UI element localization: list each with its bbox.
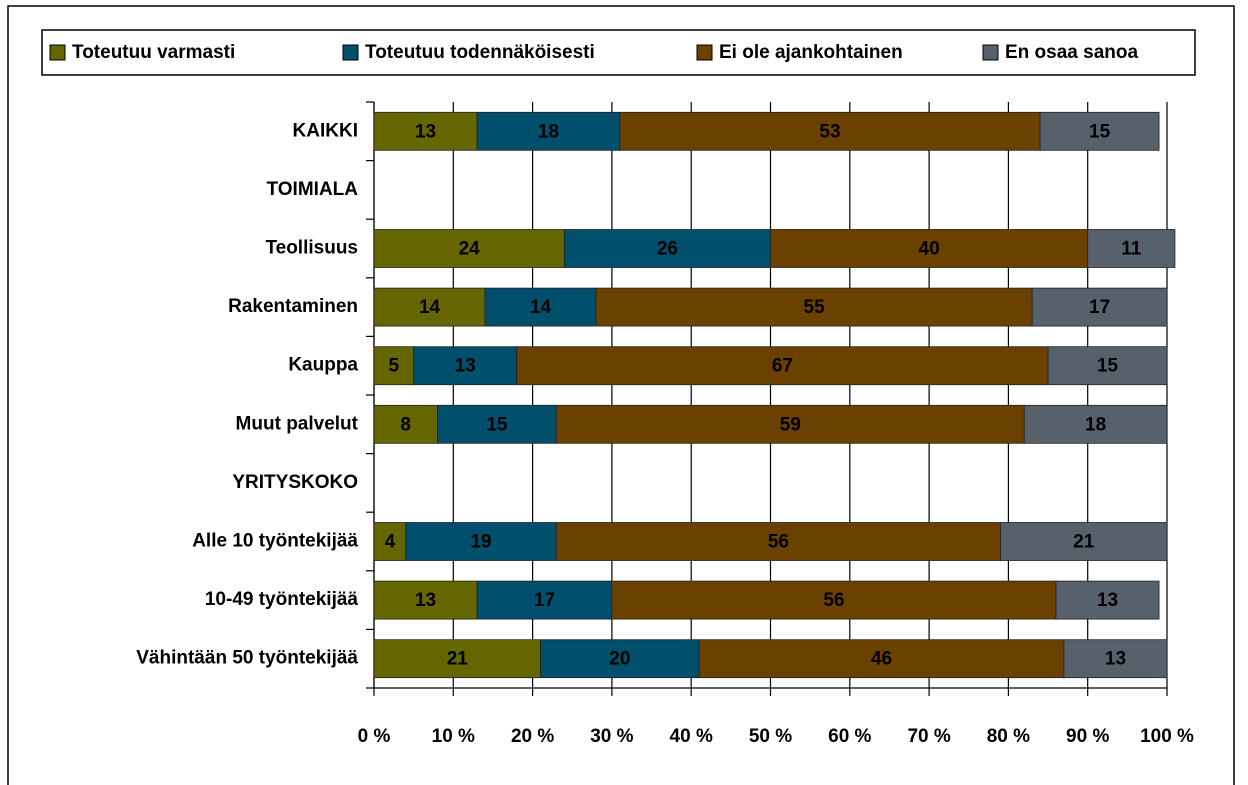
data-label: 8 (400, 414, 411, 435)
bar-segment (437, 404, 557, 444)
data-label: 5 (389, 356, 400, 377)
data-label: 67 (772, 356, 793, 377)
data-label: 17 (1089, 297, 1110, 318)
bar-segment (484, 287, 597, 327)
bar-segment (516, 346, 1049, 386)
x-tick-label: 10 % (432, 726, 475, 747)
y-tick-label: 10-49 työntekijää (205, 589, 359, 610)
data-label: 13 (415, 590, 436, 611)
legend-label: Ei ole ajankohtainen (719, 42, 903, 63)
x-tick-label: 70 % (907, 726, 950, 747)
bar-segment (1087, 229, 1176, 268)
data-label: 24 (459, 239, 481, 260)
data-label: 40 (919, 239, 940, 260)
bar-segment (1047, 346, 1168, 386)
y-tick-label: Teollisuus (265, 238, 358, 259)
legend-swatch (49, 44, 66, 61)
y-tick-label: Vähintään 50 työntekijää (136, 648, 358, 669)
bar-segment (373, 522, 407, 561)
x-tick-label: 60 % (828, 726, 871, 747)
data-label: 4 (385, 532, 396, 553)
y-tick-label: Muut palvelut (236, 413, 359, 434)
data-label: 56 (768, 532, 789, 553)
legend-label: Toteutuu varmasti (72, 42, 235, 63)
x-tick-label: 90 % (1066, 726, 1109, 747)
bar-segment (555, 404, 1025, 444)
y-tick-label: YRITYSKOKO (232, 472, 358, 493)
bar-segment (373, 580, 478, 620)
data-label: 46 (871, 649, 892, 670)
legend-box (41, 29, 1196, 76)
bar-segment (373, 404, 438, 444)
data-label: 56 (823, 590, 844, 611)
data-label: 53 (819, 121, 840, 142)
bar-segment (611, 580, 1057, 620)
data-label: 15 (486, 414, 508, 435)
bar-segment (373, 287, 486, 327)
data-label: 14 (419, 297, 441, 318)
data-label: 18 (538, 121, 559, 142)
bar-segment (1039, 111, 1160, 151)
bar-segment (476, 580, 613, 620)
legend-swatch (696, 44, 713, 61)
y-tick-label: Rakentaminen (228, 296, 358, 317)
bar-segment (1031, 287, 1168, 327)
bar-segment (1000, 522, 1168, 561)
legend-label: Toteutuu todennäköisesti (365, 42, 595, 63)
bar-segment (619, 111, 1041, 151)
bar-segment (770, 229, 1089, 268)
bar-segment (476, 111, 621, 151)
legend-swatch (342, 44, 359, 61)
bar-segment (1023, 404, 1168, 444)
x-tick-label: 80 % (987, 726, 1030, 747)
data-label: 17 (534, 590, 555, 611)
data-label: 55 (804, 297, 826, 318)
x-tick-label: 100 % (1140, 726, 1194, 747)
x-tick-label: 0 % (358, 726, 391, 747)
data-label: 21 (1073, 532, 1095, 553)
legend-swatch (982, 44, 999, 61)
x-tick-label: 50 % (749, 726, 792, 747)
y-tick-label: Kauppa (288, 355, 358, 376)
x-tick-label: 40 % (670, 726, 713, 747)
legend-label: En osaa sanoa (1005, 42, 1138, 63)
x-tick-label: 30 % (590, 726, 633, 747)
data-label: 26 (657, 239, 678, 260)
bar-segment (698, 639, 1065, 679)
bar-segment (540, 639, 700, 679)
data-label: 21 (447, 649, 469, 670)
data-label: 15 (1089, 121, 1111, 142)
data-label: 18 (1085, 414, 1106, 435)
data-label: 19 (470, 532, 491, 553)
data-label: 13 (1105, 649, 1126, 670)
y-tick-label: TOIMIALA (267, 179, 359, 200)
x-tick-label: 20 % (511, 726, 554, 747)
y-tick-label: Alle 10 työntekijää (192, 531, 358, 552)
bar-segment (373, 639, 541, 679)
data-label: 14 (530, 297, 552, 318)
data-label: 11 (1121, 239, 1142, 260)
bar-segment (1055, 580, 1160, 620)
data-label: 15 (1097, 356, 1119, 377)
bar-segment (373, 346, 415, 386)
data-label: 13 (415, 121, 436, 142)
data-label: 20 (609, 649, 630, 670)
bar-segment (595, 287, 1033, 327)
bar-segment (563, 229, 771, 268)
data-label: 13 (455, 356, 476, 377)
data-label: 59 (780, 414, 801, 435)
data-label: 13 (1097, 590, 1118, 611)
bar-segment (1063, 639, 1168, 679)
y-tick-label: KAIKKI (293, 120, 358, 141)
